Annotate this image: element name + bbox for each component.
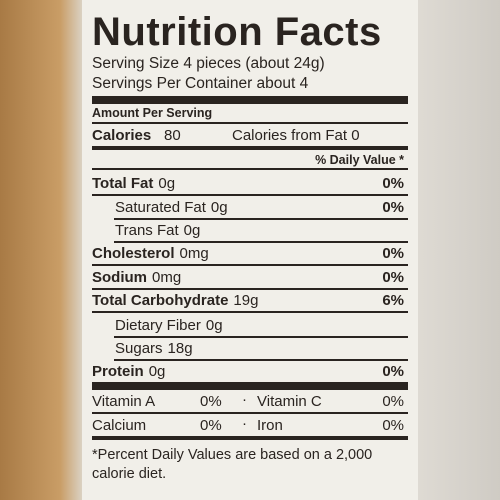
footnote: *Percent Daily Values are based on a 2,0… [92,447,373,482]
medium-rule [92,146,408,150]
nutrient-row: Cholesterol 0mg 0% [82,245,418,267]
nutrient-row: Saturated Fat 0g 0% [82,199,418,221]
daily-value: 0% [382,269,404,286]
title: Nutrition Facts [92,10,382,54]
nutrient-name: Saturated Fat [115,199,206,216]
servings-per-container: Servings Per Container about 4 [92,75,309,92]
daily-value: 6% [382,292,404,309]
daily-value-header: % Daily Value * [315,153,404,167]
calories-amount: 80 [164,127,181,144]
separator-dot: · [242,391,247,408]
rule [92,194,408,196]
nutrient-row: Protein 0g 0% [82,363,418,385]
vitamin-name: Calcium [92,417,147,434]
daily-value: 0% [382,363,404,380]
rule [92,122,408,124]
vitamin-dv: 0% [382,393,404,410]
vitamin-name: Vitamin A [92,393,156,410]
rule [92,168,408,170]
nutrient-name: Trans Fat [115,222,179,239]
nutrient-amount: 0g [210,199,228,216]
nutrient-amount: 0g [158,175,176,192]
nutrient-row: Sugars 18g [82,340,418,362]
nutrient-row: Total Carbohydrate 19g 6% [82,292,418,314]
rule [114,218,408,220]
nutrient-row: Sodium 0mg 0% [82,269,418,291]
nutrient-name: Dietary Fiber [115,317,201,334]
nutrient-amount: 19g [233,292,259,309]
daily-value: 0% [382,245,404,262]
thick-rule [92,96,408,104]
nutrient-row: Dietary Fiber 0g [82,317,418,339]
vitamin-name: Iron [257,417,283,434]
calories-from-fat: Calories from Fat 0 [232,127,360,144]
nutrient-amount: 0g [205,317,223,334]
nutrient-name: Total Carbohydrate [92,292,229,309]
nutrient-amount: 0mg [152,269,182,286]
daily-value: 0% [382,175,404,192]
rule [114,359,408,361]
rule [92,288,408,290]
serving-size: Serving Size 4 pieces (about 24g) [92,55,325,72]
rule [114,336,408,338]
vitamin-dv: 0% [382,417,404,434]
vitamin-dv: 0% [200,417,222,434]
thick-rule [92,382,408,390]
nutrient-name: Total Fat [92,175,154,192]
rule [92,311,408,313]
nutrient-amount: 0g [148,363,166,380]
nutrition-label: Nutrition Facts Serving Size 4 pieces (a… [82,0,418,500]
nutrient-name: Sugars [115,340,163,357]
rule [92,412,408,414]
nutrient-name: Sodium [92,269,147,286]
amount-per-serving: Amount Per Serving [92,106,213,120]
calories-label: Calories [92,127,152,144]
rule [114,241,408,243]
rule [92,264,408,266]
vitamin-name: Vitamin C [257,393,322,410]
daily-value: 0% [382,199,404,216]
vitamin-dv: 0% [200,393,222,410]
nutrient-row: Total Fat 0g 0% [82,175,418,197]
nutrient-name: Cholesterol [92,245,175,262]
separator-dot: · [242,415,247,432]
nutrient-amount: 0g [183,222,201,239]
medium-rule [92,436,408,440]
nutrient-name: Protein [92,363,144,380]
nutrient-amount: 0mg [179,245,209,262]
nutrient-amount: 18g [167,340,193,357]
nutrient-row: Trans Fat 0g [82,222,418,244]
